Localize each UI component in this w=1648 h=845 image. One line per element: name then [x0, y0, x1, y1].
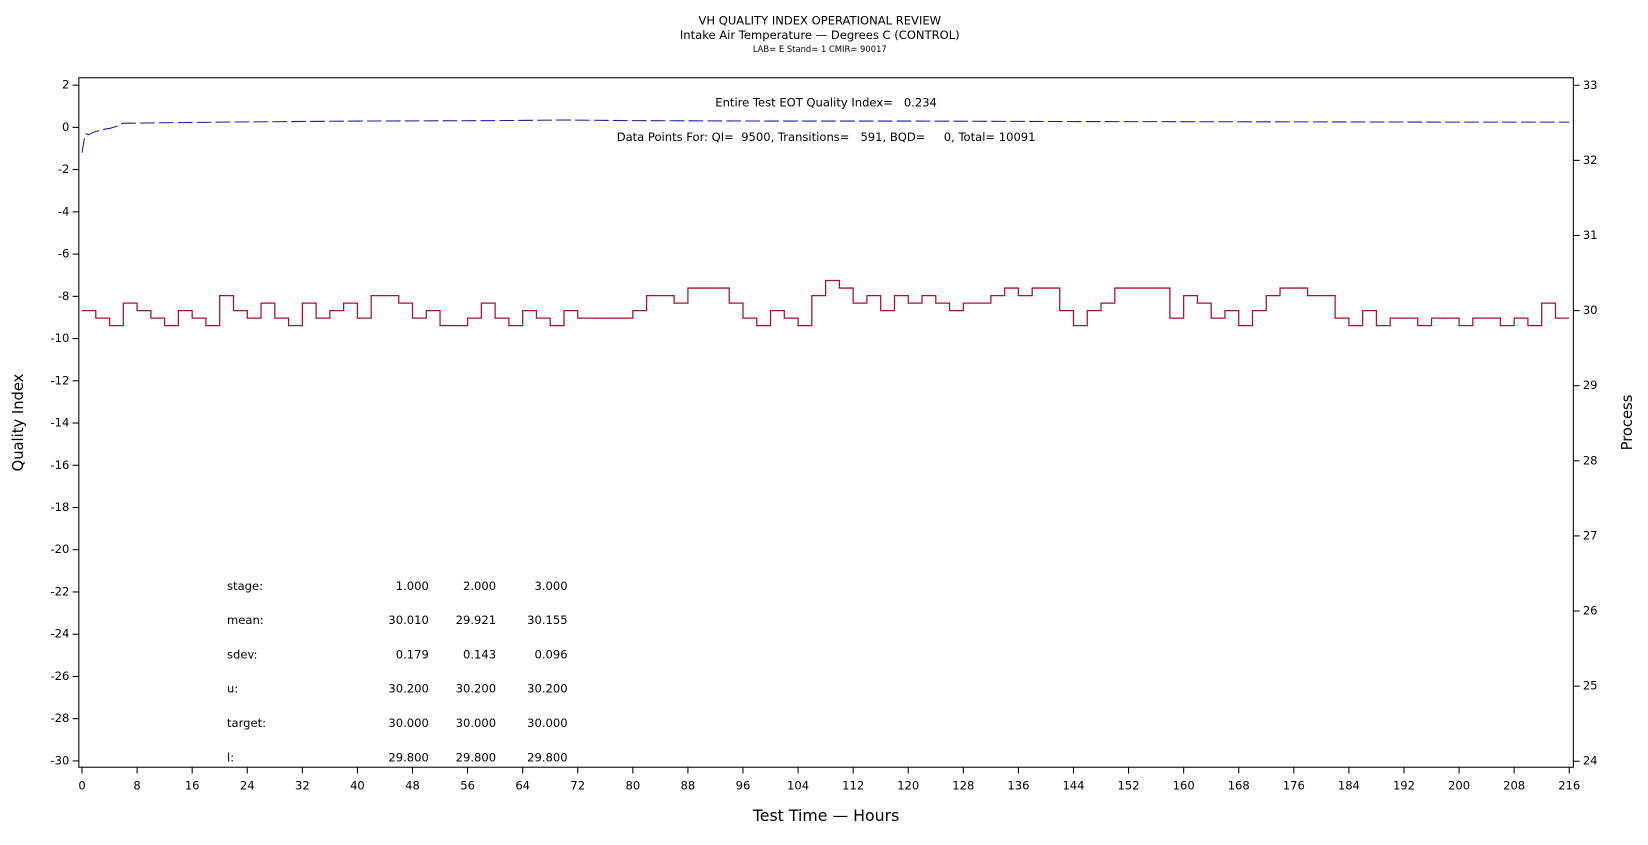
- x-tick-label: 96: [736, 779, 751, 793]
- x-tick-label: 128: [952, 779, 974, 793]
- stats-cell: l:: [227, 750, 234, 764]
- x-tick-label: 24: [240, 779, 255, 793]
- stats-cell: 30.000: [456, 716, 496, 730]
- y-tick-label: -10: [51, 331, 70, 345]
- stats-cell: mean:: [227, 613, 264, 627]
- x-tick-label: 104: [787, 779, 809, 793]
- stats-cell: 29.921: [456, 613, 496, 627]
- stats-cell: 30.200: [388, 682, 428, 696]
- x-tick-label: 136: [1007, 779, 1029, 793]
- stats-cell: target:: [227, 716, 266, 730]
- x-tick-label: 8: [133, 779, 140, 793]
- stats-cell: 3.000: [534, 579, 567, 593]
- x-tick-label: 200: [1448, 779, 1470, 793]
- y-tick-label: -22: [51, 584, 70, 598]
- line-series: [81, 119, 1570, 153]
- y2-tick-label: 32: [1583, 153, 1598, 167]
- chart-subtitle: LAB= E Stand= 1 CMIR= 90017: [753, 44, 887, 54]
- stats-cell: 30.155: [527, 613, 567, 627]
- stats-cell: 2.000: [463, 579, 496, 593]
- x-tick-label: 80: [625, 779, 640, 793]
- y-tick-label: -12: [51, 373, 70, 387]
- y-tick-label: -24: [51, 627, 70, 641]
- y-tick-label: 0: [62, 120, 69, 134]
- stats-cell: 29.800: [388, 750, 428, 764]
- stats-cell: 30.000: [527, 716, 567, 730]
- x-tick-label: 56: [460, 779, 475, 793]
- x-tick-label: 152: [1118, 779, 1140, 793]
- x-tick-label: 72: [570, 779, 585, 793]
- x-tick-label: 168: [1228, 779, 1250, 793]
- y-axis-label: Quality Index: [10, 373, 27, 471]
- x-tick-label: 16: [185, 779, 200, 793]
- chart-subtitle: Intake Air Temperature — Degrees C (CONT…: [680, 28, 960, 42]
- y2-axis-label: Process: [1619, 395, 1636, 451]
- y-tick-label: -26: [51, 669, 70, 683]
- x-tick-label: 184: [1338, 779, 1360, 793]
- stats-cell: 0.096: [534, 647, 567, 661]
- stats-cell: 29.800: [527, 750, 567, 764]
- stats-cell: 29.800: [456, 750, 496, 764]
- x-tick-label: 160: [1173, 779, 1195, 793]
- stats-cell: stage:: [227, 579, 263, 593]
- stats-cell: 30.000: [388, 716, 428, 730]
- y-tick-label: -30: [51, 753, 70, 767]
- y-tick-label: -28: [51, 711, 70, 725]
- y-tick-label: -4: [58, 204, 70, 218]
- y2-tick-label: 31: [1583, 228, 1598, 242]
- x-tick-label: 192: [1393, 779, 1415, 793]
- stats-cell: sdev:: [227, 647, 258, 661]
- x-tick-label: 32: [295, 779, 310, 793]
- x-tick-label: 176: [1283, 779, 1305, 793]
- annotation: Entire Test EOT Quality Index= 0.234: [715, 95, 937, 109]
- x-tick-label: 0: [78, 779, 85, 793]
- stats-cell: u:: [227, 682, 238, 696]
- x-tick-label: 64: [515, 779, 530, 793]
- x-tick-label: 120: [897, 779, 919, 793]
- y2-tick-label: 33: [1583, 78, 1598, 92]
- y2-tick-label: 28: [1583, 453, 1598, 467]
- stats-cell: 30.200: [527, 682, 567, 696]
- y2-tick-label: 25: [1583, 679, 1598, 693]
- x-tick-label: 48: [405, 779, 420, 793]
- y-tick-label: -20: [51, 542, 70, 556]
- y-tick-label: -6: [58, 247, 70, 261]
- y2-tick-label: 29: [1583, 378, 1598, 392]
- y-tick-label: -14: [51, 416, 70, 430]
- x-tick-label: 216: [1558, 779, 1580, 793]
- x-tick-label: 88: [681, 779, 696, 793]
- stats-cell: 30.010: [388, 613, 428, 627]
- y-tick-label: 2: [62, 78, 69, 92]
- line-series: [82, 279, 1570, 327]
- y2-tick-label: 30: [1583, 303, 1598, 317]
- stats-cell: 30.200: [456, 682, 496, 696]
- y-tick-label: -16: [51, 458, 70, 472]
- x-axis-label: Test Time — Hours: [752, 806, 899, 825]
- x-tick-label: 40: [350, 779, 365, 793]
- annotation: Data Points For: QI= 9500, Transitions= …: [617, 130, 1036, 144]
- stats-cell: 0.179: [396, 647, 429, 661]
- chart-title: VH QUALITY INDEX OPERATIONAL REVIEW: [699, 14, 942, 28]
- x-tick-label: 112: [842, 779, 864, 793]
- y2-tick-label: 27: [1583, 528, 1598, 542]
- stats-cell: 1.000: [396, 579, 429, 593]
- x-tick-label: 208: [1503, 779, 1525, 793]
- plot-frame: [78, 77, 1574, 768]
- y2-tick-label: 24: [1583, 754, 1598, 768]
- y2-tick-label: 26: [1583, 604, 1598, 618]
- y-tick-label: -8: [58, 289, 70, 303]
- y-tick-label: -2: [58, 162, 70, 176]
- y-tick-label: -18: [51, 500, 70, 514]
- x-tick-label: 144: [1062, 779, 1084, 793]
- stats-cell: 0.143: [463, 647, 496, 661]
